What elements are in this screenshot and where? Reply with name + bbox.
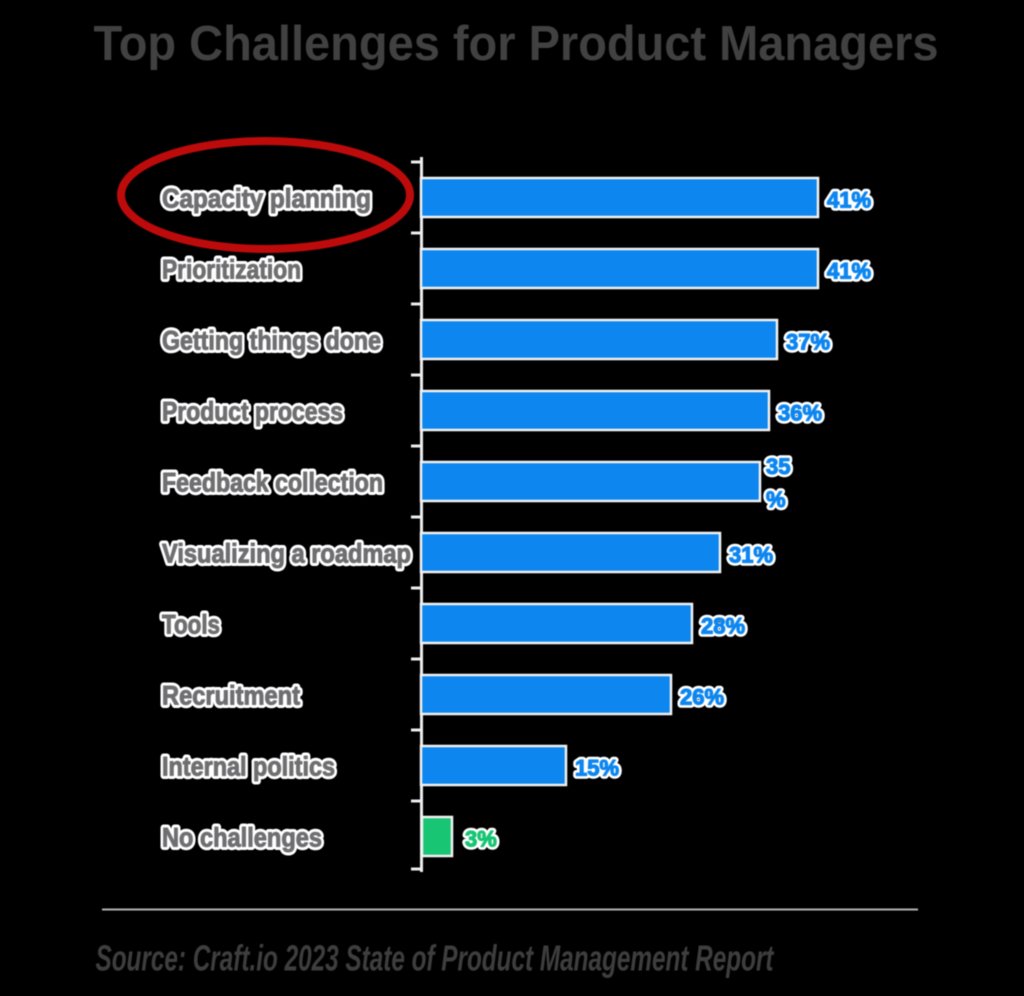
svg-text:Getting things done: Getting things done [162,326,381,356]
svg-text:%: % [766,487,786,512]
svg-text:Prioritization: Prioritization [162,255,301,285]
svg-text:No challenges: No challenges [162,823,322,853]
svg-text:Tools: Tools [162,610,220,640]
svg-text:Prioritization: Prioritization [162,255,301,285]
svg-text:%: % [766,487,786,512]
svg-text:Product process: Product process [162,397,343,427]
svg-text:Getting things done: Getting things done [162,326,381,356]
svg-text:36%: 36% [778,401,822,426]
svg-text:26%: 26% [680,685,724,710]
svg-text:37%: 37% [786,330,830,355]
svg-text:41%: 41% [827,188,871,213]
svg-text:31%: 31% [729,543,773,568]
svg-text:Visualizing a roadmap: Visualizing a roadmap [162,539,411,569]
svg-text:28%: 28% [701,614,745,639]
svg-text:Internal politics: Internal politics [162,752,335,782]
svg-text:36%: 36% [778,401,822,426]
svg-text:3%: 3% [465,827,497,852]
svg-text:Feedback collection: Feedback collection [162,468,383,498]
svg-text:Product process: Product process [162,397,343,427]
svg-text:41%: 41% [827,188,871,213]
svg-text:41%: 41% [827,259,871,284]
svg-text:15%: 15% [575,756,619,781]
svg-text:37%: 37% [786,330,830,355]
svg-text:Capacity planning: Capacity planning [162,184,371,214]
svg-text:Top Challenges for Product Man: Top Challenges for Product Managers [94,17,939,71]
svg-text:35: 35 [766,454,790,479]
svg-text:Visualizing a roadmap: Visualizing a roadmap [162,539,411,569]
svg-text:Source: Craft.io 2023 State of: Source: Craft.io 2023 State of Product M… [96,938,775,979]
svg-text:41%: 41% [827,259,871,284]
svg-text:Feedback collection: Feedback collection [162,468,383,498]
svg-text:Capacity planning: Capacity planning [162,184,371,214]
svg-text:31%: 31% [729,543,773,568]
svg-text:No challenges: No challenges [162,823,322,853]
svg-text:35: 35 [766,454,790,479]
svg-text:Internal politics: Internal politics [162,752,335,782]
svg-text:28%: 28% [701,614,745,639]
svg-text:26%: 26% [680,685,724,710]
svg-text:3%: 3% [465,827,497,852]
svg-text:Tools: Tools [162,610,220,640]
svg-text:Recruitment: Recruitment [162,681,300,711]
svg-text:15%: 15% [575,756,619,781]
svg-text:Recruitment: Recruitment [162,681,300,711]
